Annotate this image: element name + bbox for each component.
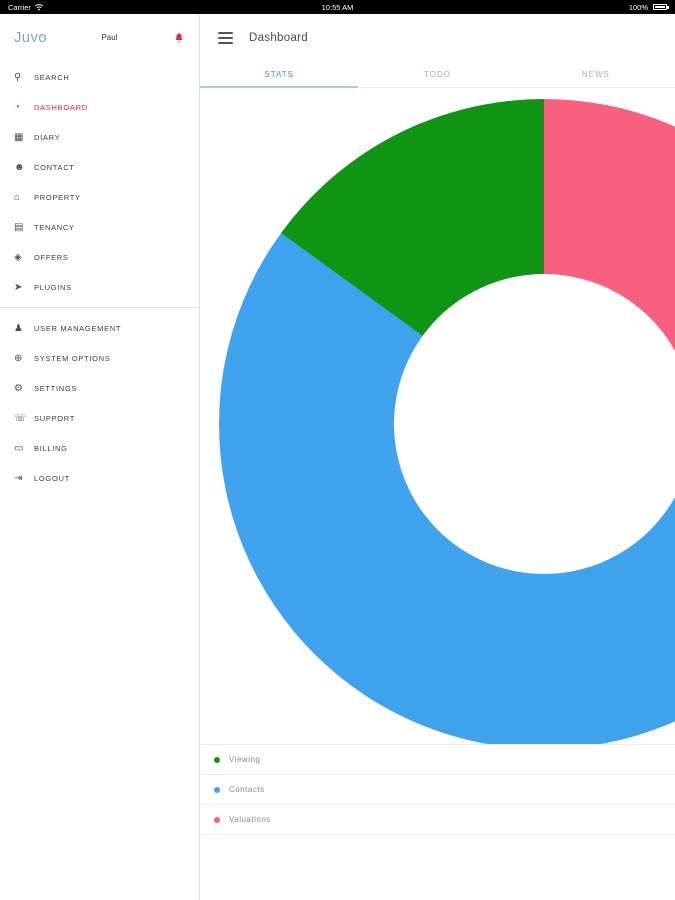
chart-legend: Viewing Contacts Valuations xyxy=(200,744,675,835)
people-icon: ☻ xyxy=(14,161,25,173)
sidebar-item-label: DASHBOARD xyxy=(34,102,88,112)
sidebar-item-diary[interactable]: ▦ DIARY xyxy=(0,122,199,152)
tab-bar: STATS TODO NEWS xyxy=(200,62,675,88)
legend-row-viewing: Viewing xyxy=(200,745,675,775)
search-icon: ⚲ xyxy=(14,71,22,83)
legend-label: Contacts xyxy=(229,785,265,794)
sidebar-item-settings[interactable]: ⚙ SETTINGS xyxy=(0,373,199,403)
sidebar-item-logout[interactable]: ⇥ LOGOUT xyxy=(0,463,199,493)
carrier-label: Carrier xyxy=(8,2,31,12)
document-icon: ▤ xyxy=(14,221,24,233)
page-title: Dashboard xyxy=(249,32,308,44)
sidebar-item-label: PROPERTY xyxy=(34,192,81,202)
top-bar: Dashboard xyxy=(200,14,675,62)
sidebar: Juvo Paul ⚲ SEARCH ◔ DASHBOARD ▦ DIARY xyxy=(0,14,200,900)
battery-percent: 100% xyxy=(628,2,648,12)
sidebar-item-label: LOGOUT xyxy=(34,473,70,483)
battery-icon xyxy=(653,4,669,10)
app-window: Juvo Paul ⚲ SEARCH ◔ DASHBOARD ▦ DIARY xyxy=(0,14,675,900)
tab-news[interactable]: NEWS xyxy=(581,70,610,79)
sidebar-header: Juvo Paul xyxy=(0,14,199,62)
donut-chart xyxy=(219,99,675,744)
sidebar-menu-secondary: ♟ USER MANAGEMENT ⊕ SYSTEM OPTIONS ⚙ SET… xyxy=(0,313,199,493)
dashboard-gauge-icon: ◔ xyxy=(14,101,21,113)
bell-icon xyxy=(175,32,182,43)
status-bar: Carrier 10:55 AM 100% xyxy=(0,0,675,14)
sidebar-item-tenancy[interactable]: ▤ TENANCY xyxy=(0,212,199,242)
sidebar-item-billing[interactable]: ▭ BILLING xyxy=(0,433,199,463)
sidebar-item-label: SETTINGS xyxy=(34,383,78,393)
legend-dot-viewing xyxy=(214,756,220,763)
sidebar-item-contact[interactable]: ☻ CONTACT xyxy=(0,152,199,182)
sidebar-item-dashboard[interactable]: ◔ DASHBOARD xyxy=(0,92,199,122)
legend-label: Viewing xyxy=(229,755,261,764)
gear-icon: ⚙ xyxy=(14,382,23,394)
phone-support-icon: ☏ xyxy=(14,412,27,424)
legend-dot-valuations xyxy=(214,816,220,823)
plugin-arrow-icon: ➤ xyxy=(14,281,23,293)
legend-dot-contacts xyxy=(214,786,220,793)
sidebar-item-label: TENANCY xyxy=(34,222,75,232)
wifi-icon xyxy=(34,4,43,11)
sidebar-item-label: SEARCH xyxy=(34,72,70,82)
tab-stats[interactable]: STATS xyxy=(200,62,359,88)
sidebar-item-label: PLUGINS xyxy=(34,282,72,292)
sidebar-item-label: USER MANAGEMENT xyxy=(34,323,122,333)
sidebar-item-offers[interactable]: ◈ OFFERS xyxy=(0,242,199,272)
legend-label: Valuations xyxy=(229,815,271,824)
status-time: 10:55 AM xyxy=(321,2,354,12)
notifications-bell-button[interactable] xyxy=(172,31,185,45)
app-logo: Juvo xyxy=(14,29,47,46)
sidebar-item-label: BILLING xyxy=(34,443,68,453)
sidebar-item-system-options[interactable]: ⊕ SYSTEM OPTIONS xyxy=(0,343,199,373)
calendar-icon: ▦ xyxy=(14,131,24,143)
sidebar-item-search[interactable]: ⚲ SEARCH xyxy=(0,62,199,92)
sidebar-item-label: OFFERS xyxy=(34,252,69,262)
chart-region xyxy=(200,88,675,744)
main-content: Dashboard STATS TODO NEWS Viewing Contac… xyxy=(200,14,675,900)
sidebar-item-support[interactable]: ☏ SUPPORT xyxy=(0,403,199,433)
sidebar-item-label: SYSTEM OPTIONS xyxy=(34,353,111,363)
globe-icon: ⊕ xyxy=(14,352,23,364)
sidebar-divider xyxy=(0,307,199,308)
tab-todo[interactable]: TODO xyxy=(424,70,451,79)
legend-row-valuations: Valuations xyxy=(200,805,675,835)
status-right: 100% xyxy=(628,2,669,12)
sidebar-item-property[interactable]: ⌂ PROPERTY xyxy=(0,182,199,212)
user-name[interactable]: Paul xyxy=(101,33,118,42)
legend-row-contacts: Contacts xyxy=(200,775,675,805)
tag-icon: ◈ xyxy=(14,251,22,263)
donut-chart-hole xyxy=(394,274,675,574)
sidebar-item-label: SUPPORT xyxy=(34,413,76,423)
logout-icon: ⇥ xyxy=(14,472,23,484)
menu-hamburger-icon[interactable] xyxy=(218,32,233,44)
status-left: Carrier xyxy=(8,3,44,12)
sidebar-item-label: DIARY xyxy=(34,132,61,142)
sidebar-item-label: CONTACT xyxy=(34,162,75,172)
sidebar-menu-primary: ⚲ SEARCH ◔ DASHBOARD ▦ DIARY ☻ CONTACT ⌂… xyxy=(0,62,199,302)
card-icon: ▭ xyxy=(14,442,24,454)
sidebar-item-plugins[interactable]: ➤ PLUGINS xyxy=(0,272,199,302)
person-icon: ♟ xyxy=(14,322,23,334)
house-icon: ⌂ xyxy=(14,191,21,203)
sidebar-item-user-management[interactable]: ♟ USER MANAGEMENT xyxy=(0,313,199,343)
